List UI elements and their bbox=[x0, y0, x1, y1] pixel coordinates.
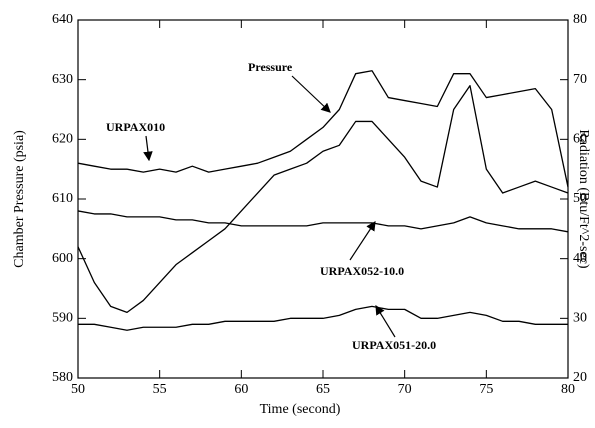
annotation: URPAX051-20.0 bbox=[352, 338, 436, 352]
x-tick-label: 70 bbox=[398, 382, 412, 397]
y-tick-label: 620 bbox=[52, 132, 73, 147]
y-tick-label: 600 bbox=[52, 251, 73, 266]
annotation-arrow bbox=[291, 75, 331, 113]
x-tick-label: 75 bbox=[479, 382, 493, 397]
y-tick-label: 610 bbox=[52, 191, 73, 206]
y-tick-label: 630 bbox=[52, 72, 73, 87]
y-tick-label: 580 bbox=[52, 370, 73, 385]
series-line bbox=[77, 70, 569, 188]
series-line bbox=[78, 305, 568, 331]
y2-axis-label: Radiation (Btu/Ft^2-sec) bbox=[576, 129, 591, 268]
y2-tick-label: 70 bbox=[573, 72, 587, 87]
annotation: URPAX010 bbox=[106, 120, 165, 134]
x-tick-label: 65 bbox=[316, 382, 330, 397]
annotation: URPAX052-10.0 bbox=[320, 264, 404, 278]
y2-tick-label: 20 bbox=[573, 370, 587, 385]
y2-tick-label: 80 bbox=[573, 12, 587, 27]
x-tick-label: 80 bbox=[561, 382, 575, 397]
annotation-arrow bbox=[143, 135, 153, 162]
y-axis-label: Chamber Pressure (psia) bbox=[12, 130, 27, 268]
series-line bbox=[77, 84, 569, 314]
series-line bbox=[77, 210, 569, 233]
annotation-arrow bbox=[349, 220, 376, 261]
x-tick-label: 60 bbox=[234, 382, 248, 397]
y2-tick-label: 50 bbox=[573, 191, 587, 206]
plot-frame bbox=[77, 19, 569, 379]
x-tick-label: 55 bbox=[153, 382, 167, 397]
y2-tick-label: 60 bbox=[573, 132, 587, 147]
y-tick-label: 590 bbox=[52, 311, 73, 326]
x-axis-label: Time (second) bbox=[260, 402, 341, 417]
annotation-arrow bbox=[375, 304, 396, 338]
y2-tick-label: 30 bbox=[573, 311, 587, 326]
y-tick-label: 640 bbox=[52, 12, 73, 27]
annotation: Pressure bbox=[248, 60, 293, 74]
y2-tick-label: 40 bbox=[573, 251, 587, 266]
x-tick-label: 50 bbox=[71, 382, 85, 397]
